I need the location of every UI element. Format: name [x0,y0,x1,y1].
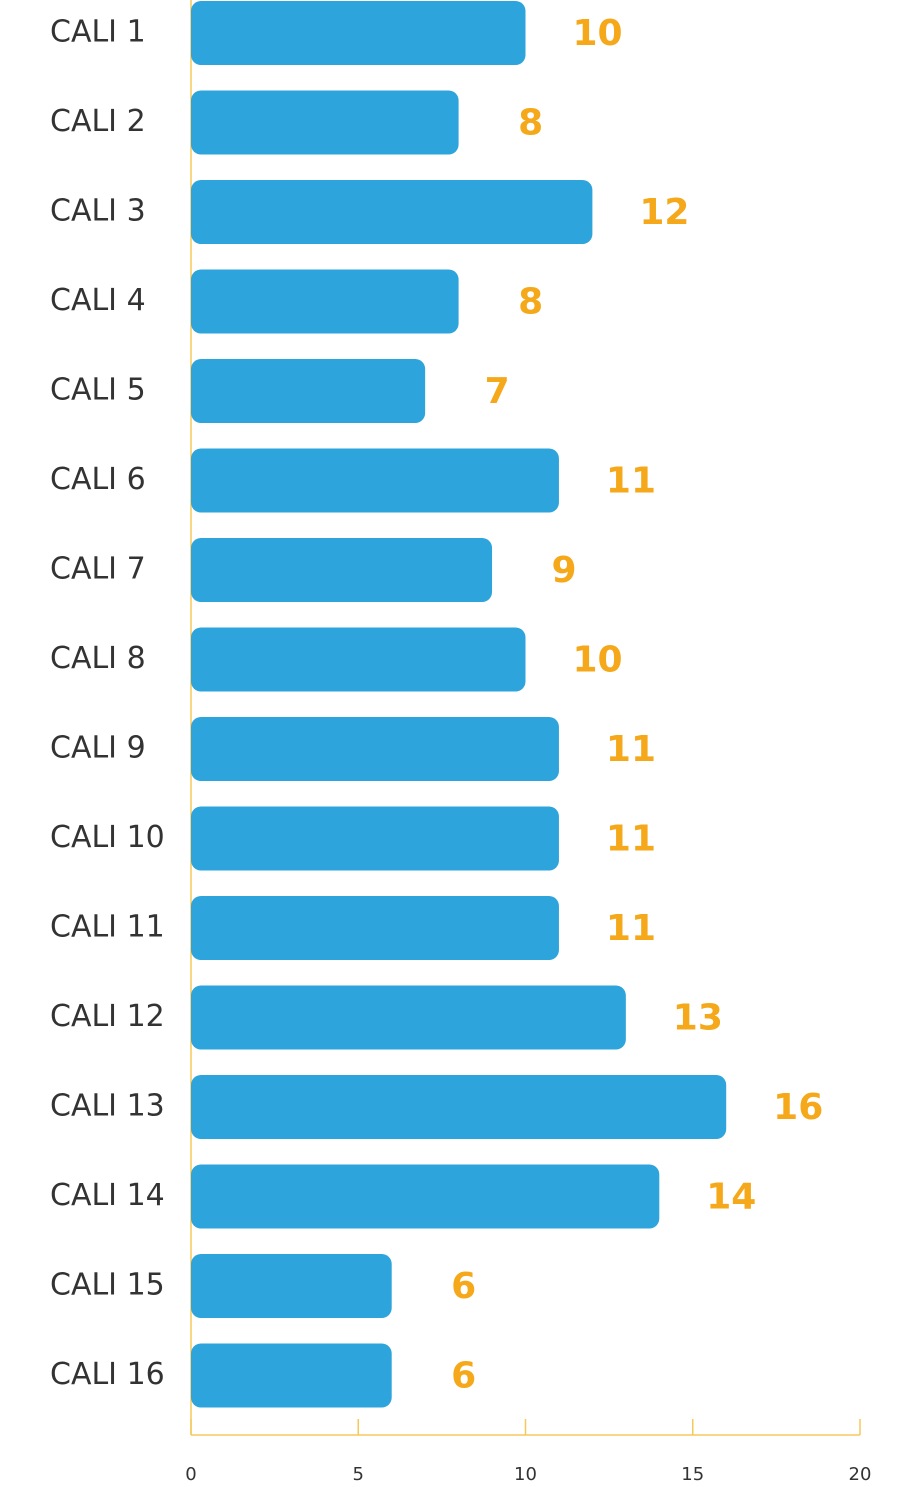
y-tick-label: CALI 12 [50,999,165,1034]
x-tick-label: 5 [353,1464,364,1485]
x-tick-label: 15 [681,1464,704,1485]
y-tick-label: CALI 6 [50,462,146,497]
bar [191,90,459,155]
y-tick-label: CALI 3 [50,194,146,229]
bar [191,538,493,602]
y-tick-label: CALI 5 [50,373,146,408]
y-tick-label: CALI 9 [50,731,146,766]
x-tick-label: 0 [185,1464,196,1485]
value-label: 14 [706,1177,756,1218]
value-label: 11 [606,908,656,949]
y-tick-label: CALI 16 [50,1357,165,1392]
value-label: 16 [773,1087,823,1128]
y-tick-label: CALI 8 [50,641,146,676]
value-label: 13 [673,998,723,1039]
bar [191,627,526,692]
y-tick-label: CALI 15 [50,1268,165,1303]
value-label: 6 [451,1356,476,1397]
bar [191,359,426,423]
value-label: 9 [552,550,577,591]
bar [191,1,526,65]
bar [191,985,626,1050]
bar [191,1254,392,1318]
y-tick-label: CALI 4 [50,283,146,318]
bar [191,806,559,871]
y-tick-label: CALI 10 [50,820,165,855]
y-tick-label: CALI 11 [50,910,165,945]
y-tick-label: CALI 7 [50,552,146,587]
value-label: 6 [451,1266,476,1307]
x-tick-label: 20 [849,1464,872,1485]
value-label: 10 [572,640,622,681]
bar [191,1075,727,1139]
y-tick-label: CALI 2 [50,104,146,139]
value-label: 11 [606,729,656,770]
bar [191,448,559,513]
bar [191,717,559,781]
value-label: 7 [485,371,510,412]
value-label: 8 [518,282,543,323]
value-label: 12 [639,192,689,233]
bar [191,896,559,960]
y-tick-label: CALI 1 [50,15,146,50]
value-label: 10 [572,13,622,54]
bar [191,1343,392,1408]
value-label: 11 [606,819,656,860]
bar [191,180,593,244]
value-label: 8 [518,103,543,144]
bar [191,1164,660,1229]
y-tick-label: CALI 13 [50,1089,165,1124]
x-tick-label: 10 [514,1464,537,1485]
bar [191,269,459,334]
value-label: 11 [606,461,656,502]
y-tick-label: CALI 14 [50,1178,165,1213]
